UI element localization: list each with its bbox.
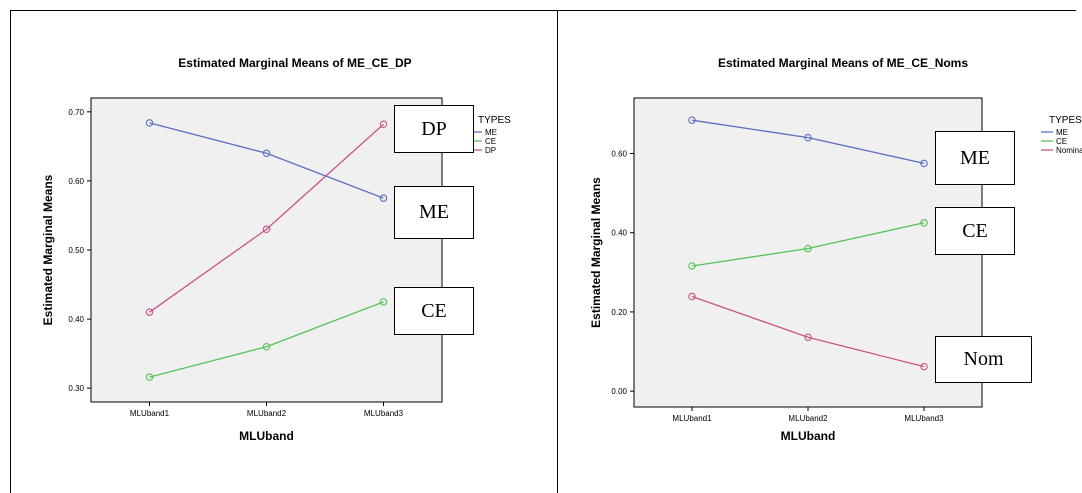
- x-tick-label: MLUband1: [130, 409, 170, 418]
- x-tick-label: MLUband2: [788, 414, 828, 423]
- data-point-dp: [145, 308, 154, 316]
- data-point-me: [379, 194, 388, 202]
- series-line-ce: [691, 222, 925, 267]
- y-tick-label: 0.40: [611, 229, 627, 238]
- series-line-nominals: [691, 295, 925, 368]
- series-line-me: [149, 122, 384, 199]
- legend-title: TYPES: [478, 115, 511, 126]
- data-point-ce: [920, 219, 928, 227]
- data-point-ce: [262, 342, 271, 351]
- annotation-box-me: ME: [935, 131, 1015, 185]
- legend-title: TYPES: [1049, 115, 1082, 126]
- plot-area: [90, 97, 443, 403]
- legend-entry: CE: [485, 137, 496, 146]
- x-tick-label: MLUband2: [247, 409, 287, 418]
- data-point-me: [145, 119, 154, 127]
- y-tick-label: 0.60: [68, 177, 84, 186]
- x-tick-label: MLUband3: [904, 414, 944, 423]
- series-line-me: [691, 119, 925, 164]
- legend-entry: Nominals: [1056, 146, 1082, 155]
- data-point-me: [262, 149, 271, 158]
- data-point-me: [920, 159, 928, 168]
- plot-area: [633, 97, 983, 408]
- chart-title: Estimated Marginal Means of ME_CE_DP: [178, 56, 411, 70]
- chart-title: Estimated Marginal Means of ME_CE_Noms: [718, 56, 968, 70]
- x-tick-label: MLUband1: [672, 414, 712, 423]
- annotation-box-ce: CE: [394, 287, 474, 335]
- data-point-ce: [145, 373, 154, 381]
- y-tick-label: 0.50: [68, 246, 84, 255]
- annotation-box-dp: DP: [394, 105, 474, 153]
- data-point-dp: [262, 225, 271, 234]
- y-tick-label: 0.60: [611, 149, 627, 158]
- table-left-border: [10, 10, 11, 493]
- data-point-nominals: [804, 333, 812, 342]
- legend-entry: ME: [485, 128, 497, 137]
- legend-entry: DP: [485, 146, 496, 155]
- data-point-me: [688, 116, 696, 124]
- data-point-ce: [379, 298, 388, 306]
- legend-entry: CE: [1056, 137, 1067, 146]
- table-top-border: [10, 10, 1076, 11]
- data-point-nominals: [688, 292, 696, 301]
- chart-panel-dp: Estimated Marginal Means of ME_CE_DP 0.30…: [10, 10, 550, 493]
- annotation-box-ce: CE: [935, 207, 1015, 255]
- y-axis-label: Estimated Marginal Means: [41, 174, 55, 325]
- data-point-ce: [804, 244, 812, 253]
- y-tick-label: 0.30: [68, 384, 84, 393]
- legend-entry: ME: [1056, 128, 1068, 137]
- y-tick-label: 0.70: [68, 108, 84, 117]
- series-line-ce: [149, 301, 384, 378]
- chart-panel-noms: Estimated Marginal Means of ME_CE_Noms 0.…: [558, 10, 1082, 493]
- table-middle-border: [557, 10, 558, 493]
- annotation-box-nom: Nom: [935, 336, 1032, 383]
- series-line-dp: [149, 123, 384, 313]
- chart-noms: Estimated Marginal Means of ME_CE_Noms 0.…: [589, 56, 1082, 443]
- x-tick-label: MLUband3: [364, 409, 404, 418]
- annotation-box-me: ME: [394, 186, 474, 239]
- y-axis-label: Estimated Marginal Means: [589, 177, 603, 328]
- x-axis-label: MLUband: [781, 429, 836, 443]
- data-point-dp: [379, 120, 388, 129]
- data-point-nominals: [920, 362, 928, 371]
- x-axis-label: MLUband: [239, 429, 294, 443]
- data-point-me: [804, 133, 812, 142]
- data-point-ce: [688, 262, 696, 270]
- chart-dp: Estimated Marginal Means of ME_CE_DP 0.30…: [41, 56, 511, 443]
- y-tick-label: 0.40: [68, 315, 84, 324]
- y-tick-label: 0.00: [611, 387, 627, 396]
- y-tick-label: 0.20: [611, 308, 627, 317]
